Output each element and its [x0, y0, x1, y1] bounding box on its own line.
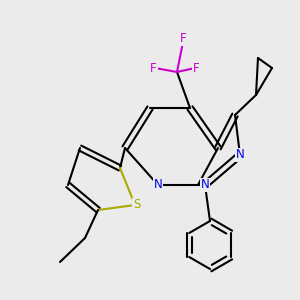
Text: F: F: [193, 61, 200, 74]
Text: S: S: [133, 199, 140, 212]
Text: F: F: [180, 32, 186, 46]
Text: N: N: [201, 178, 209, 191]
Text: N: N: [154, 178, 162, 191]
Text: N: N: [236, 148, 244, 161]
Text: F: F: [150, 61, 157, 74]
